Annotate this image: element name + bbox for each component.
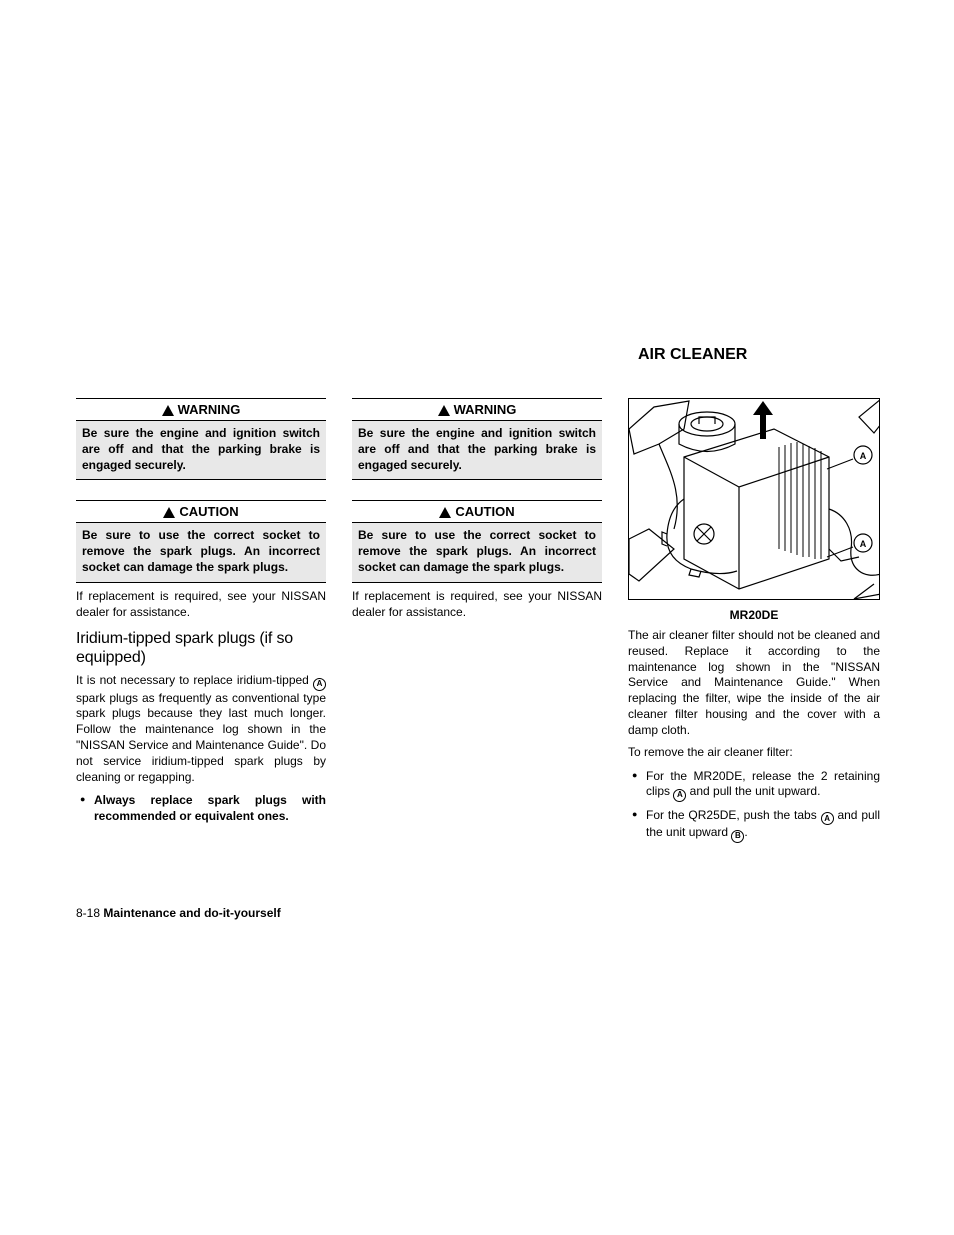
caution-icon xyxy=(439,507,451,518)
paragraph: If replacement is required, see your NIS… xyxy=(76,589,326,621)
paragraph: If replacement is required, see your NIS… xyxy=(352,589,602,621)
caution-body: Be sure to use the correct socket to rem… xyxy=(352,523,602,582)
callout-letter: A xyxy=(860,539,867,549)
caution-label: CAUTION xyxy=(179,504,238,519)
page: AIR CLEANER WARNING Be sure the engine a… xyxy=(76,348,880,849)
paragraph: The air cleaner filter should not be cle… xyxy=(628,628,880,739)
warning-icon xyxy=(162,405,174,416)
caution-icon xyxy=(163,507,175,518)
list-item: For the QR25DE, push the tabs A and pull… xyxy=(628,808,880,843)
callout-letter: A xyxy=(860,451,867,461)
paragraph: To remove the air cleaner filter: xyxy=(628,745,880,761)
bullet-list: For the MR20DE, release the 2 retaining … xyxy=(628,769,880,843)
columns-container: WARNING Be sure the engine and ignition … xyxy=(76,398,880,849)
bullet-list: Always replace spark plugs with recommen… xyxy=(76,793,326,825)
column-1: WARNING Be sure the engine and ignition … xyxy=(76,398,326,849)
text-fragment: It is not necessary to replace iridium-t… xyxy=(76,673,313,687)
text-fragment: and pull the unit upward. xyxy=(686,784,820,798)
page-number: 8-18 xyxy=(76,906,100,920)
page-footer: 8-18 Maintenance and do-it-yourself xyxy=(76,906,281,920)
text-fragment: Always replace spark plugs with recommen… xyxy=(94,793,326,823)
caution-header: CAUTION xyxy=(352,500,602,523)
callout-circle-a: A xyxy=(673,789,686,802)
column-3: A A MR20DE The air cleaner filter should… xyxy=(628,398,880,849)
warning-body: Be sure the engine and ignition switch a… xyxy=(76,421,326,480)
caution-header: CAUTION xyxy=(76,500,326,523)
warning-label: WARNING xyxy=(454,402,517,417)
subhead: Iridium-tipped spark plugs (if so equipp… xyxy=(76,629,326,667)
list-item: Always replace spark plugs with recommen… xyxy=(76,793,326,825)
list-item: For the MR20DE, release the 2 retaining … xyxy=(628,769,880,802)
air-cleaner-illustration: A A xyxy=(629,399,880,600)
warning-header: WARNING xyxy=(352,398,602,421)
section-title: AIR CLEANER xyxy=(638,346,747,364)
paragraph: It is not necessary to replace iridium-t… xyxy=(76,673,326,785)
text-fragment: . xyxy=(744,825,747,839)
caution-label: CAUTION xyxy=(455,504,514,519)
warning-header: WARNING xyxy=(76,398,326,421)
callout-circle-a: A xyxy=(313,678,326,691)
warning-label: WARNING xyxy=(178,402,241,417)
figure-caption: MR20DE xyxy=(628,608,880,622)
text-fragment: For the QR25DE, push the tabs xyxy=(646,808,821,822)
figure-air-cleaner: A A xyxy=(628,398,880,600)
column-2: WARNING Be sure the engine and ignition … xyxy=(352,398,602,849)
text-fragment: spark plugs as frequently as conventiona… xyxy=(76,691,326,784)
callout-circle-a: A xyxy=(821,812,834,825)
caution-body: Be sure to use the correct socket to rem… xyxy=(76,523,326,582)
warning-body: Be sure the engine and ignition switch a… xyxy=(352,421,602,480)
footer-title: Maintenance and do-it-yourself xyxy=(103,906,280,920)
warning-icon xyxy=(438,405,450,416)
callout-circle-b: B xyxy=(731,830,744,843)
